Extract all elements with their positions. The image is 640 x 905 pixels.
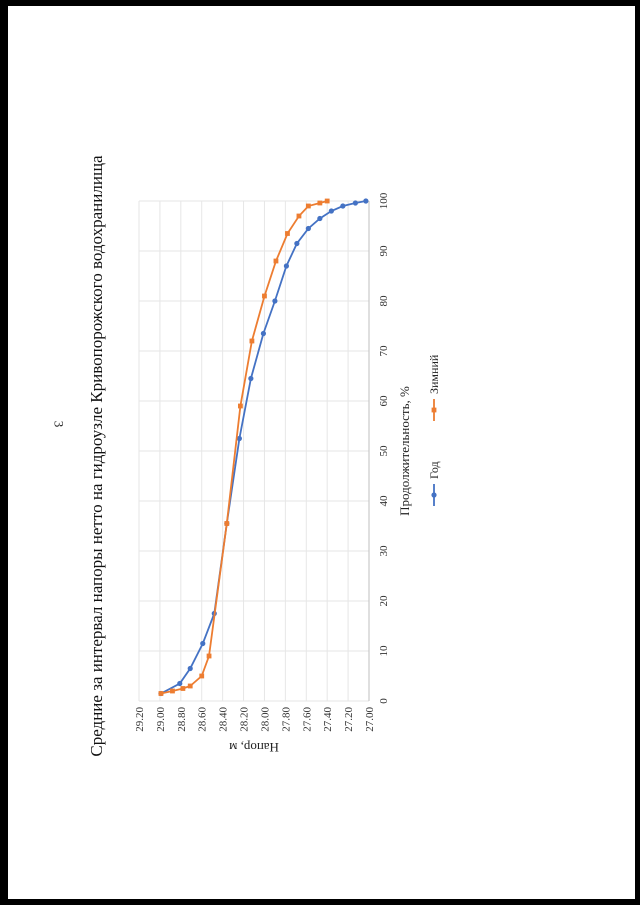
- data-point: [324, 198, 330, 204]
- x-tick-label: 30: [378, 545, 390, 557]
- series-layer: [158, 198, 369, 697]
- data-point: [305, 203, 311, 209]
- x-tick-label: 40: [378, 495, 390, 507]
- data-point: [248, 375, 254, 382]
- x-tick-label: 80: [378, 295, 390, 307]
- data-point: [317, 200, 323, 206]
- data-point: [285, 231, 290, 236]
- x-tick-label: 100: [378, 192, 390, 209]
- data-point: [249, 338, 255, 344]
- data-point: [158, 691, 164, 696]
- scanned-page: 3 Средние за интервал напоры нетто на ги…: [8, 6, 635, 899]
- data-point: [260, 330, 267, 337]
- data-point: [340, 203, 346, 209]
- axes: 0 10 20 30 40 50 60 70 80 90 100 27.00 27.20 27.40 27.…: [134, 192, 390, 732]
- y-tick-label: 27.80: [280, 707, 292, 732]
- y-axis-label: Напор, м: [229, 740, 279, 755]
- data-point: [317, 215, 323, 222]
- data-point: [187, 665, 193, 672]
- y-tick-label: 27.20: [343, 707, 355, 732]
- y-tick-label: 29.00: [155, 707, 167, 732]
- y-tick-label: 27.00: [364, 707, 376, 732]
- legend: Год Зимний: [427, 354, 441, 506]
- gridlines: [138, 200, 370, 702]
- data-point: [262, 293, 267, 299]
- data-point: [328, 208, 334, 214]
- data-point: [200, 640, 206, 647]
- y-tick-label: 29.20: [134, 707, 146, 732]
- legend-marker: [431, 407, 437, 413]
- page-number: 3: [51, 420, 67, 428]
- y-tick-label: 28.00: [259, 707, 271, 732]
- data-point: [238, 403, 243, 409]
- data-point: [352, 200, 359, 206]
- data-point: [305, 225, 311, 232]
- data-point: [180, 686, 186, 691]
- data-point: [296, 213, 302, 219]
- x-tick-label: 0: [378, 698, 390, 704]
- x-tick-label: 50: [378, 445, 390, 457]
- series-line-zimniy: [160, 200, 328, 695]
- chart-title: Средние за интервал напоры нетто на гидр…: [87, 155, 106, 757]
- data-point: [177, 680, 183, 687]
- data-point: [187, 683, 193, 689]
- x-tick-label: 60: [378, 395, 390, 407]
- data-point: [273, 258, 279, 264]
- x-axis-label: Продолжительность, %: [397, 386, 412, 516]
- y-tick-label: 28.20: [239, 707, 251, 732]
- data-point: [294, 240, 300, 247]
- legend-label: Зимний: [427, 354, 441, 394]
- data-point: [283, 263, 290, 269]
- x-tick-label: 90: [378, 245, 390, 257]
- y-tick-label: 28.80: [176, 707, 188, 732]
- legend-marker: [431, 492, 437, 498]
- x-tick-label: 70: [378, 345, 390, 357]
- y-tick-label: 28.60: [197, 707, 209, 732]
- y-tick-label: 27.40: [322, 707, 334, 732]
- duration-curve-chart: Средние за интервал напоры нетто на гидр…: [87, 155, 441, 757]
- data-point: [170, 688, 175, 694]
- chart-container: Средние за интервал напоры нетто на гидр…: [74, 141, 484, 761]
- data-point: [199, 673, 205, 679]
- legend-label: Год: [427, 461, 441, 479]
- y-tick-label: 27.60: [301, 707, 313, 732]
- data-point: [236, 435, 242, 442]
- data-point: [363, 198, 369, 204]
- y-tick-label: 28.40: [218, 707, 230, 732]
- series-line-god: [160, 200, 367, 695]
- x-tick-label: 20: [378, 595, 390, 607]
- data-point: [272, 298, 278, 304]
- data-point: [224, 521, 230, 526]
- data-point: [206, 653, 212, 659]
- x-tick-label: 10: [378, 645, 390, 657]
